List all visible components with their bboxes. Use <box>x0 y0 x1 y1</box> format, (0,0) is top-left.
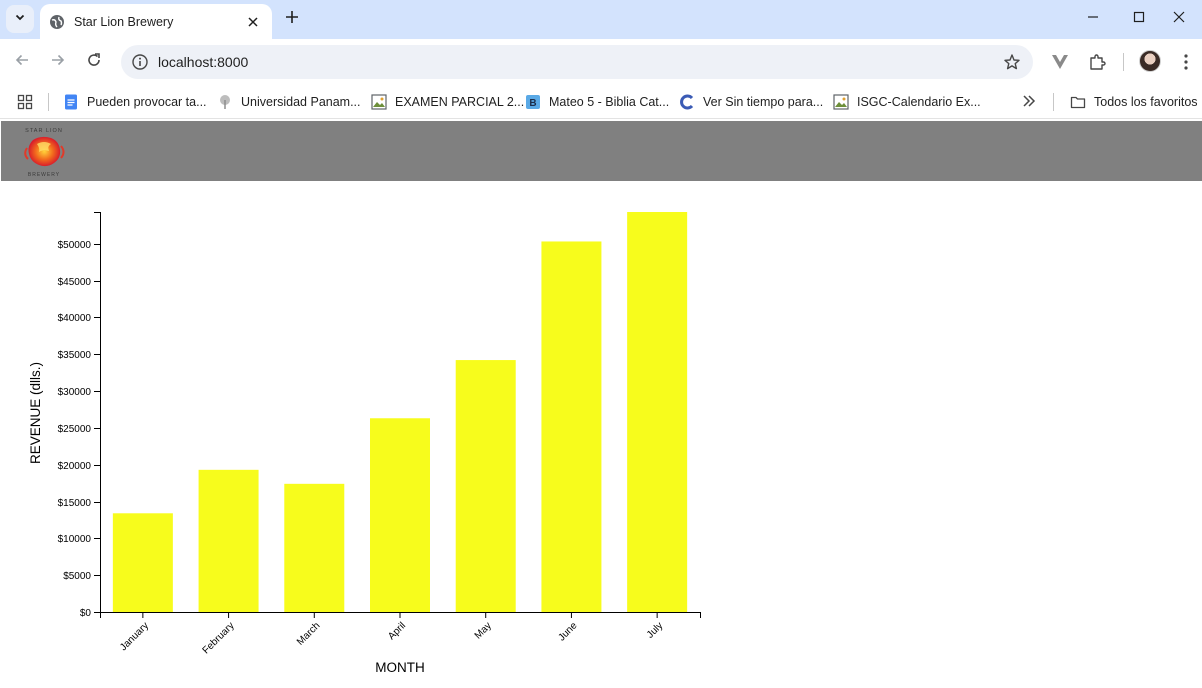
bookmark-item[interactable]: Ver Sin tiempo para... <box>679 91 823 113</box>
tab-search-button[interactable] <box>6 5 34 33</box>
bookmarks-divider <box>1053 93 1054 111</box>
y-axis-title: REVENUE (dlls.) <box>28 362 43 464</box>
revenue-bar-chart: $0 $5000 $10000 $15000 $20000 $25000 $30000 $35… <box>28 212 701 675</box>
y-tick-label: $25000 <box>58 424 92 435</box>
bookmark-label: Ver Sin tiempo para... <box>703 95 824 109</box>
bar-march <box>284 483 345 612</box>
y-tick-label: $40000 <box>58 313 92 324</box>
arrow-right-icon <box>50 52 66 73</box>
bar-july <box>627 212 688 612</box>
all-bookmarks-label: Todos los favoritos <box>1094 95 1198 109</box>
plus-icon <box>285 10 299 29</box>
vue-devtools-icon[interactable] <box>1049 51 1071 73</box>
minimize-icon <box>1087 10 1099 28</box>
address-bar[interactable]: localhost:8000 <box>121 45 1033 79</box>
x-tick-label: May <box>473 620 494 641</box>
y-axis: $0 $5000 $10000 $15000 $20000 $25000 $30000 $35… <box>58 212 101 619</box>
chevron-down-icon <box>14 10 26 28</box>
bar-february <box>198 469 259 612</box>
bible-icon: B <box>525 94 541 110</box>
y-axis-line <box>94 212 101 613</box>
extensions-icon[interactable] <box>1086 51 1108 73</box>
new-tab-button[interactable] <box>281 8 303 30</box>
svg-text:B: B <box>529 98 536 109</box>
bookmark-item[interactable]: EXAMEN PARCIAL 2... <box>371 91 524 113</box>
y-tick-label: $0 <box>80 608 92 619</box>
bookmark-item[interactable]: Pueden provocar ta... <box>63 91 207 113</box>
close-tab-icon[interactable] <box>244 13 262 31</box>
y-tick-label: $15000 <box>58 498 92 509</box>
forward-button[interactable] <box>44 48 72 76</box>
bar-january <box>112 513 173 612</box>
reload-icon <box>86 52 102 73</box>
all-bookmarks-folder[interactable]: Todos los favoritos <box>1070 91 1198 113</box>
back-button[interactable] <box>8 48 36 76</box>
bookmark-item[interactable]: B Mateo 5 - Biblia Cat... <box>525 91 669 113</box>
bookmarks-divider <box>48 93 49 111</box>
bookmark-star-icon[interactable] <box>1003 53 1021 71</box>
toolbar: localhost:8000 <box>0 39 1202 85</box>
apps-button[interactable] <box>17 91 41 113</box>
bookmark-item[interactable]: Universidad Panam... <box>217 91 361 113</box>
bookmark-label: Universidad Panam... <box>241 95 361 109</box>
bar-april <box>370 418 430 612</box>
image-icon <box>833 94 849 110</box>
logo-top-text: STAR LION <box>25 128 63 134</box>
bookmark-item[interactable]: ISGC-Calendario Ex... <box>833 91 981 113</box>
globe-icon <box>49 14 65 30</box>
x-tick-label: July <box>645 620 665 640</box>
x-tick-label: January <box>118 620 151 653</box>
university-icon <box>217 94 233 110</box>
docs-icon <box>63 94 79 110</box>
minimize-button[interactable] <box>1070 0 1116 38</box>
image-icon <box>371 94 387 110</box>
x-tick-label: March <box>295 620 322 647</box>
maximize-button[interactable] <box>1116 0 1162 38</box>
bookmark-label: Pueden provocar ta... <box>87 95 207 109</box>
bookmarks-bar: Pueden provocar ta... Universidad Panam.… <box>0 85 1202 119</box>
x-axis-title: MONTH <box>375 660 425 675</box>
bookmark-label: EXAMEN PARCIAL 2... <box>395 95 525 109</box>
arrow-left-icon <box>14 52 30 73</box>
y-tick-label: $20000 <box>58 461 92 472</box>
x-axis: January February March April May June July <box>100 612 701 656</box>
maximize-icon <box>1133 10 1145 28</box>
active-tab[interactable]: Star Lion Brewery <box>40 4 272 39</box>
more-menu-icon[interactable] <box>1175 51 1197 73</box>
reload-button[interactable] <box>80 48 108 76</box>
brand-logo[interactable]: STAR LION BREWERY <box>19 124 69 178</box>
y-tick-label: $50000 <box>58 240 92 251</box>
bars-group <box>112 212 688 612</box>
tab-title: Star Lion Brewery <box>74 14 174 29</box>
c-icon <box>679 94 695 110</box>
bar-may <box>455 360 516 612</box>
logo-bottom-text: BREWERY <box>28 172 60 178</box>
x-tick-label: February <box>201 620 237 656</box>
toolbar-divider <box>1123 53 1124 71</box>
x-tick-label: June <box>556 620 579 643</box>
info-icon[interactable] <box>131 53 149 71</box>
folder-icon <box>1070 94 1086 110</box>
avatar[interactable] <box>1139 50 1161 72</box>
bar-june <box>541 241 602 612</box>
y-tick-label: $5000 <box>63 571 91 582</box>
y-tick-label: $10000 <box>58 534 92 545</box>
close-window-button[interactable] <box>1156 0 1202 38</box>
y-tick-label: $45000 <box>58 277 92 288</box>
double-chevron-right-icon <box>1022 94 1036 111</box>
bookmark-label: ISGC-Calendario Ex... <box>857 95 981 109</box>
tab-strip: Star Lion Brewery <box>0 0 1202 39</box>
x-tick-label: April <box>386 620 408 642</box>
url-text: localhost:8000 <box>158 54 249 70</box>
site-header: STAR LION BREWERY <box>1 121 1202 181</box>
more-bookmarks-button[interactable] <box>1022 91 1036 113</box>
bookmark-label: Mateo 5 - Biblia Cat... <box>549 95 670 109</box>
apps-grid-icon <box>17 94 33 110</box>
y-tick-label: $30000 <box>58 387 92 398</box>
y-tick-label: $35000 <box>58 350 92 361</box>
close-icon <box>1173 10 1185 28</box>
